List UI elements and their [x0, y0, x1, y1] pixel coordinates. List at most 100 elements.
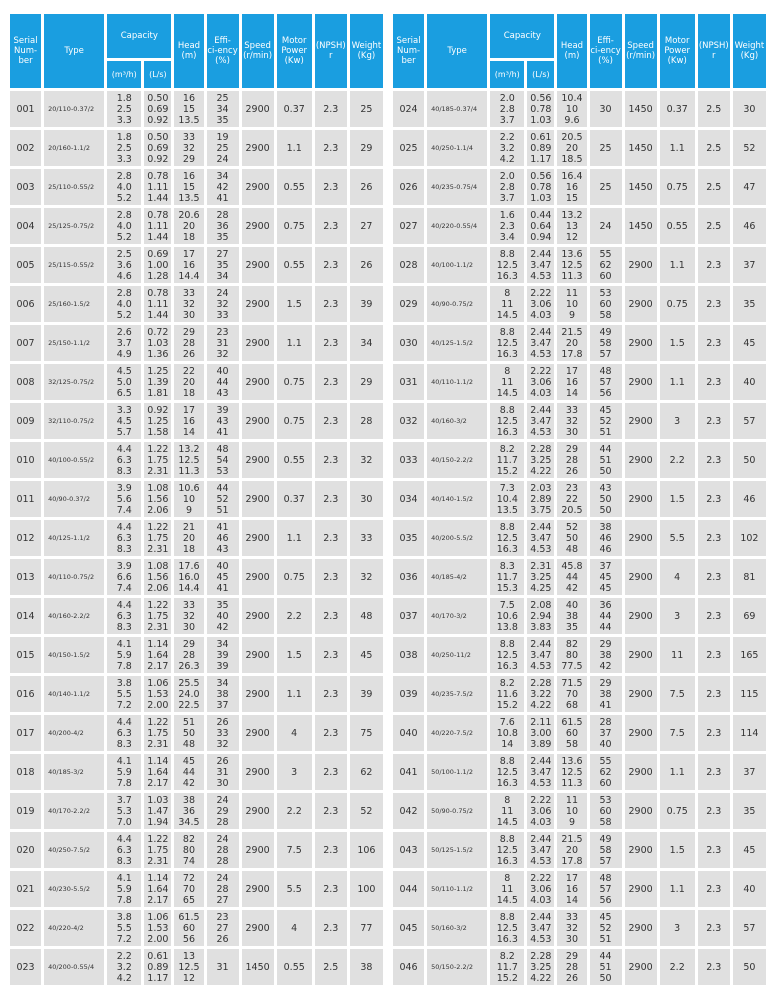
cell-efficiency-value: 49	[599, 833, 612, 845]
cell-capacity-ls-value: 1.11	[147, 298, 169, 310]
cell-head: 33 32 30	[174, 286, 204, 322]
cell-serial-number: 025	[393, 130, 425, 166]
cell-motor-power: 1.1	[659, 364, 695, 400]
cell-capacity-m3h-value: 11.6	[496, 688, 518, 700]
cell-capacity-m3h-value: 4.1	[116, 755, 132, 767]
table-row: 020 40/250-7.5/2 4.4 6.3 8.3 1.22 1.75 2.31 82 80…	[10, 832, 383, 868]
cell-efficiency: 49 58 57	[589, 325, 622, 361]
cell-efficiency-value: 57	[599, 348, 612, 360]
cell-head: 20.6 20 18	[174, 208, 204, 244]
cell-capacity-m3h-value: 5.2	[116, 309, 132, 321]
cell-capacity-m3h-value: 8.8	[499, 326, 515, 338]
cell-serial-number: 006	[10, 286, 42, 322]
cell-capacity-m3h-value: 4.0	[116, 298, 132, 310]
cell-efficiency: 48 54 53	[206, 442, 239, 478]
cell-capacity-m3h-value: 14	[501, 738, 514, 750]
cell-speed: 2900	[624, 325, 657, 361]
table-row: 024 40/185-0.37/4 2.0 2.8 3.7 0.56 0.78 1.03 10.…	[393, 91, 766, 127]
cell-serial-number: 017	[10, 715, 42, 751]
cell-head-value: 20	[565, 142, 578, 154]
cell-head-value: 50	[565, 532, 578, 544]
cell-serial-number: 041	[393, 754, 425, 790]
cell-efficiency-value: 51	[599, 426, 612, 438]
cell-head-value: 17.8	[561, 855, 583, 867]
table-row: 029 40/90-0.75/2 8 11 14.5 2.22 3.06 4.03 11 10 9 5…	[393, 286, 766, 322]
cell-capacity-ls-value: 2.08	[530, 599, 552, 611]
cell-capacity-ls-value: 4.53	[530, 270, 552, 282]
cell-speed: 2900	[241, 793, 274, 829]
cell-efficiency-value: 37	[599, 727, 612, 739]
cell-capacity-m3h-value: 8.8	[499, 248, 515, 260]
cell-serial-number: 018	[10, 754, 42, 790]
table-row: 013 40/110-0.75/2 3.9 6.6 7.4 1.08 1.56 2.06 17.…	[10, 559, 383, 595]
cell-type: 25/150-1.1/2	[44, 325, 105, 361]
cell-capacity-m3h-value: 5.2	[116, 231, 132, 243]
cell-weight: 57	[732, 403, 766, 439]
cell-capacity-m3h-value: 4.4	[116, 716, 132, 728]
cell-capacity-ls-value: 0.61	[530, 131, 552, 143]
cell-head-value: 21.5	[561, 833, 583, 845]
cell-head-value: 38	[182, 794, 195, 806]
cell-npsh: 2.3	[314, 481, 347, 517]
cell-capacity-ls-value: 2.28	[530, 677, 552, 689]
cell-speed: 2900	[241, 91, 274, 127]
cell-efficiency-value: 39	[216, 649, 229, 661]
cell-weight: 38	[349, 949, 383, 985]
cell-efficiency-value: 35	[216, 231, 229, 243]
cell-weight: 45	[732, 832, 766, 868]
cell-efficiency-value: 25	[599, 181, 612, 193]
cell-head-value: 32	[182, 610, 195, 622]
cell-capacity-m3h-value: 2.6	[116, 326, 132, 338]
cell-capacity-ls-value: 1.39	[147, 376, 169, 388]
cell-motor-power: 0.55	[276, 169, 312, 205]
cell-capacity-ls-value: 1.53	[147, 688, 169, 700]
cell-capacity-m3h-value: 11	[501, 376, 514, 388]
cell-capacity-m3h-value: 4.5	[116, 415, 132, 427]
cell-motor-power: 0.75	[276, 364, 312, 400]
cell-efficiency-value: 54	[216, 454, 229, 466]
cell-head-value: 32	[565, 922, 578, 934]
cell-weight: 114	[732, 715, 766, 751]
cell-type: 40/90-0.75/2	[427, 286, 488, 322]
cell-capacity-m3h-value: 6.3	[116, 610, 132, 622]
cell-capacity-ls-value: 3.47	[530, 649, 552, 661]
cell-capacity-m3h-value: 3.7	[116, 337, 132, 349]
cell-weight: 75	[349, 715, 383, 751]
cell-capacity-ls: 1.14 1.64 2.17	[144, 754, 172, 790]
cell-head-value: 48	[182, 738, 195, 750]
cell-npsh: 2.3	[314, 364, 347, 400]
cell-efficiency: 45 52 51	[589, 910, 622, 946]
cell-weight: 46	[732, 208, 766, 244]
cell-head: 51 50 48	[174, 715, 204, 751]
table-row: 046 50/150-2.2/2 8.2 11.7 15.2 2.28 3.25 4.22 29…	[393, 949, 766, 985]
cell-efficiency-value: 28	[216, 844, 229, 856]
table-row: 032 40/160-3/2 8.8 12.5 16.3 2.44 3.47 4.53 33 32…	[393, 403, 766, 439]
cell-capacity-m3h: 4.4 6.3 8.3	[107, 832, 142, 868]
cell-head-value: 32	[182, 142, 195, 154]
cell-head: 13.2 13 12	[557, 208, 587, 244]
cell-head-value: 16.4	[561, 170, 583, 182]
cell-type: 25/160-1.5/2	[44, 286, 105, 322]
cell-motor-power: 3	[659, 910, 695, 946]
cell-head-value: 17	[565, 365, 578, 377]
header-type: Type	[427, 14, 488, 88]
cell-capacity-m3h-value: 15.2	[496, 972, 518, 984]
cell-head-value: 56	[182, 933, 195, 945]
cell-weight: 100	[349, 871, 383, 907]
cell-capacity-m3h-value: 3.7	[499, 192, 515, 204]
table-row: 035 40/200-5.5/2 8.8 12.5 16.3 2.44 3.47 4.53 52…	[393, 520, 766, 556]
cell-efficiency: 53 60 58	[589, 286, 622, 322]
cell-capacity-ls-value: 1.75	[147, 844, 169, 856]
cell-capacity-ls-value: 1.08	[147, 482, 169, 494]
cell-efficiency-value: 30	[216, 777, 229, 789]
cell-capacity-m3h-value: 8.3	[116, 465, 132, 477]
cell-head-value: 61.5	[178, 911, 200, 923]
cell-head: 21 20 18	[174, 520, 204, 556]
cell-head-value: 20.5	[561, 504, 583, 516]
cell-capacity-m3h: 8.8 12.5 16.3	[490, 325, 525, 361]
cell-capacity-m3h-value: 8	[504, 872, 511, 884]
cell-head-value: 30	[565, 933, 578, 945]
cell-speed: 2900	[241, 520, 274, 556]
cell-motor-power: 1.5	[276, 637, 312, 673]
cell-efficiency-value: 44	[599, 443, 612, 455]
